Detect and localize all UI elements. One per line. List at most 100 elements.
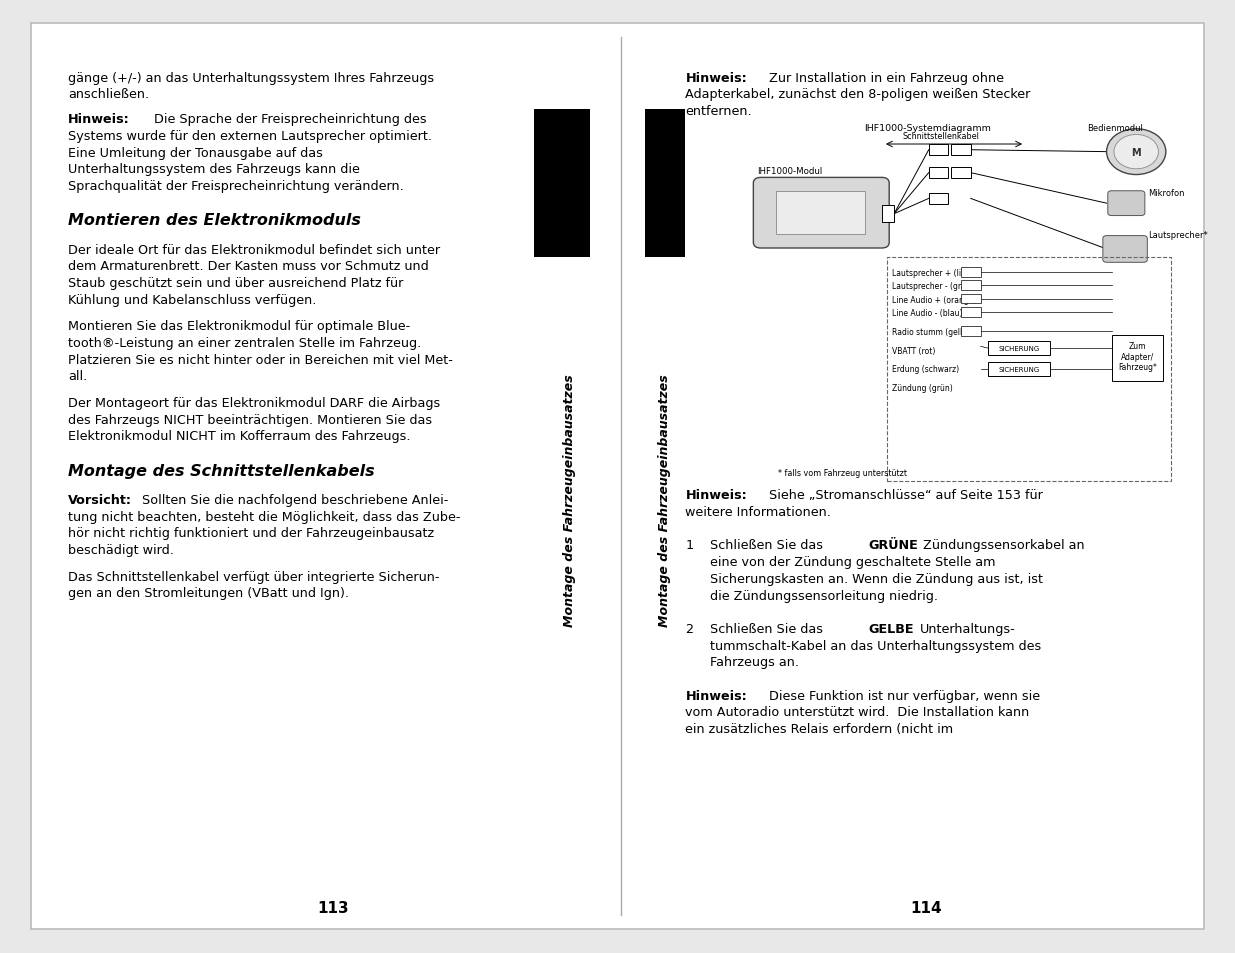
Text: Zur Installation in ein Fahrzeug ohne: Zur Installation in ein Fahrzeug ohne <box>769 71 1004 85</box>
Text: Elektronikmodul NICHT im Kofferraum des Fahrzeugs.: Elektronikmodul NICHT im Kofferraum des … <box>68 430 410 443</box>
Text: Montage des Fahrzeugeinbausatzes: Montage des Fahrzeugeinbausatzes <box>658 375 671 626</box>
Text: all.: all. <box>68 370 88 383</box>
Bar <box>882 206 894 223</box>
Bar <box>1112 335 1163 381</box>
Text: Erdung (schwarz): Erdung (schwarz) <box>892 365 958 374</box>
Bar <box>961 281 981 291</box>
Text: gen an den Stromleitungen (VBatt und Ign).: gen an den Stromleitungen (VBatt und Ign… <box>68 587 350 599</box>
Text: Sollten Sie die nachfolgend beschriebene Anlei-: Sollten Sie die nachfolgend beschriebene… <box>142 494 448 506</box>
Circle shape <box>1114 135 1158 170</box>
Bar <box>929 145 948 156</box>
Text: Line Audio - (blau): Line Audio - (blau) <box>892 309 962 317</box>
Text: Der ideale Ort für das Elektronikmodul befindet sich unter: Der ideale Ort für das Elektronikmodul b… <box>68 243 440 256</box>
Bar <box>961 308 981 317</box>
Bar <box>988 363 1050 376</box>
Text: Das Schnittstellenkabel verfügt über integrierte Sicherun-: Das Schnittstellenkabel verfügt über int… <box>68 570 440 583</box>
Bar <box>887 257 1171 481</box>
Text: Fahrzeugs an.: Fahrzeugs an. <box>710 656 799 669</box>
Text: GELBE: GELBE <box>868 622 914 636</box>
Text: hör nicht richtig funktioniert und der Fahrzeugeinbausatz: hör nicht richtig funktioniert und der F… <box>68 527 433 539</box>
Text: IHF1000-Systemdiagramm: IHF1000-Systemdiagramm <box>864 124 992 132</box>
Text: Radio stumm (gelb): Radio stumm (gelb) <box>892 328 967 336</box>
Text: Montieren Sie das Elektronikmodul für optimale Blue-: Montieren Sie das Elektronikmodul für op… <box>68 320 410 333</box>
Bar <box>951 145 971 156</box>
Text: dem Armaturenbrett. Der Kasten muss vor Schmutz und: dem Armaturenbrett. Der Kasten muss vor … <box>68 260 429 273</box>
Text: Montage des Fahrzeugeinbausatzes: Montage des Fahrzeugeinbausatzes <box>563 375 576 626</box>
Text: entfernen.: entfernen. <box>685 105 752 118</box>
Text: Hinweis:: Hinweis: <box>685 689 747 702</box>
Text: Zündungssensorkabel an: Zündungssensorkabel an <box>923 539 1084 552</box>
Text: Kühlung und Kabelanschluss verfügen.: Kühlung und Kabelanschluss verfügen. <box>68 294 316 306</box>
Text: Line Audio + (orange): Line Audio + (orange) <box>892 295 976 304</box>
Text: Schließen Sie das: Schließen Sie das <box>710 539 827 552</box>
Bar <box>534 110 590 257</box>
Text: Diese Funktion ist nur verfügbar, wenn sie: Diese Funktion ist nur verfügbar, wenn s… <box>769 689 1041 702</box>
FancyBboxPatch shape <box>1108 192 1145 216</box>
Text: 114: 114 <box>910 900 942 915</box>
Text: Systems wurde für den externen Lautsprecher optimiert.: Systems wurde für den externen Lautsprec… <box>68 130 432 143</box>
Text: Mikrofon: Mikrofon <box>1149 189 1186 197</box>
Text: * falls vom Fahrzeug unterstützt: * falls vom Fahrzeug unterstützt <box>778 469 906 477</box>
Text: tooth®-Leistung an einer zentralen Stelle im Fahrzeug.: tooth®-Leistung an einer zentralen Stell… <box>68 336 421 350</box>
Text: Platzieren Sie es nicht hinter oder in Bereichen mit viel Met-: Platzieren Sie es nicht hinter oder in B… <box>68 354 453 366</box>
Text: die Zündungssensorleitung niedrig.: die Zündungssensorleitung niedrig. <box>710 589 939 602</box>
Text: 2: 2 <box>685 622 693 636</box>
Text: Der Montageort für das Elektronikmodul DARF die Airbags: Der Montageort für das Elektronikmodul D… <box>68 396 440 410</box>
Bar <box>961 268 981 277</box>
Text: Hinweis:: Hinweis: <box>685 489 747 502</box>
Text: M: M <box>1131 148 1141 157</box>
Bar <box>929 168 948 179</box>
Text: Die Sprache der Freisprecheinrichtung des: Die Sprache der Freisprecheinrichtung de… <box>154 113 427 126</box>
Text: Fahrzeug*: Fahrzeug* <box>1118 363 1157 372</box>
Bar <box>951 168 971 179</box>
Text: VBATT (rot): VBATT (rot) <box>892 347 935 355</box>
Text: Zündung (grün): Zündung (grün) <box>892 383 952 392</box>
Text: des Fahrzeugs NICHT beeinträchtigen. Montieren Sie das: des Fahrzeugs NICHT beeinträchtigen. Mon… <box>68 414 432 426</box>
Text: SICHERUNG: SICHERUNG <box>998 346 1040 352</box>
Text: beschädigt wird.: beschädigt wird. <box>68 543 174 557</box>
Text: Montieren des Elektronikmoduls: Montieren des Elektronikmoduls <box>68 213 361 228</box>
Text: Montage des Schnittstellenkabels: Montage des Schnittstellenkabels <box>68 463 374 478</box>
Text: Unterhaltungs-: Unterhaltungs- <box>920 622 1016 636</box>
Text: Unterhaltungssystem des Fahrzeugs kann die: Unterhaltungssystem des Fahrzeugs kann d… <box>68 163 359 176</box>
Text: 1: 1 <box>685 539 694 552</box>
Text: Staub geschützt sein und über ausreichend Platz für: Staub geschützt sein und über ausreichen… <box>68 276 404 290</box>
Text: Hinweis:: Hinweis: <box>685 71 747 85</box>
Text: weitere Informationen.: weitere Informationen. <box>685 506 831 518</box>
Bar <box>961 294 981 304</box>
Text: Schließen Sie das: Schließen Sie das <box>710 622 827 636</box>
Text: Siehe „Stromanschlüsse“ auf Seite 153 für: Siehe „Stromanschlüsse“ auf Seite 153 fü… <box>769 489 1044 502</box>
Bar <box>645 110 685 257</box>
Text: Adapterkabel, zunächst den 8-poligen weißen Stecker: Adapterkabel, zunächst den 8-poligen wei… <box>685 88 1031 101</box>
Text: Schnittstellenkabel: Schnittstellenkabel <box>903 132 979 141</box>
Text: Lautsprecher - (grau): Lautsprecher - (grau) <box>892 282 973 291</box>
Text: ein zusätzliches Relais erfordern (nicht im: ein zusätzliches Relais erfordern (nicht… <box>685 722 953 736</box>
Text: Bedienmodul: Bedienmodul <box>1087 124 1142 132</box>
Text: Adapter/: Adapter/ <box>1121 353 1153 361</box>
Text: Hinweis:: Hinweis: <box>68 113 130 126</box>
Text: Vorsicht:: Vorsicht: <box>68 494 132 506</box>
Text: Lautsprecher*: Lautsprecher* <box>1149 231 1208 239</box>
Bar <box>929 193 948 205</box>
FancyBboxPatch shape <box>1103 236 1147 263</box>
Text: eine von der Zündung geschaltete Stelle am: eine von der Zündung geschaltete Stelle … <box>710 556 995 569</box>
Text: 113: 113 <box>317 900 350 915</box>
Text: GRÜNE: GRÜNE <box>868 539 918 552</box>
Circle shape <box>1107 130 1166 175</box>
Text: anschließen.: anschließen. <box>68 88 149 101</box>
Text: tummschalt-Kabel an das Unterhaltungssystem des: tummschalt-Kabel an das Unterhaltungssys… <box>710 639 1041 652</box>
Bar <box>988 342 1050 355</box>
Text: vom Autoradio unterstützt wird.  Die Installation kann: vom Autoradio unterstützt wird. Die Inst… <box>685 706 1030 719</box>
Text: SICHERUNG: SICHERUNG <box>998 367 1040 373</box>
FancyBboxPatch shape <box>753 178 889 249</box>
Bar <box>961 327 981 336</box>
Text: Sicherungskasten an. Wenn die Zündung aus ist, ist: Sicherungskasten an. Wenn die Zündung au… <box>710 572 1044 585</box>
Text: IHF1000-Modul: IHF1000-Modul <box>757 167 823 175</box>
Text: Lautsprecher + (lila): Lautsprecher + (lila) <box>892 269 971 277</box>
Text: Zum: Zum <box>1129 342 1146 351</box>
Text: tung nicht beachten, besteht die Möglichkeit, dass das Zube-: tung nicht beachten, besteht die Möglich… <box>68 510 461 523</box>
Text: Eine Umleitung der Tonausgabe auf das: Eine Umleitung der Tonausgabe auf das <box>68 147 322 159</box>
Text: Sprachqualität der Freisprecheinrichtung verändern.: Sprachqualität der Freisprecheinrichtung… <box>68 180 404 193</box>
Bar <box>776 192 864 234</box>
Text: gänge (+/-) an das Unterhaltungssystem Ihres Fahrzeugs: gänge (+/-) an das Unterhaltungssystem I… <box>68 71 433 85</box>
